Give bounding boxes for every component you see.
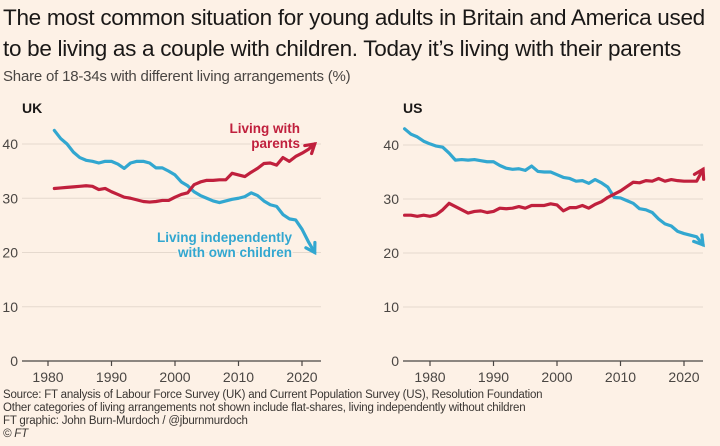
credit-note: FT graphic: John Burn-Murdoch / @jburnmu… xyxy=(3,415,248,427)
copyright: © FT xyxy=(3,428,28,440)
y-tick-label: 20 xyxy=(383,245,399,261)
series-line-independent xyxy=(403,127,705,247)
y-tick-label: 10 xyxy=(2,299,18,315)
arrow-head-independent xyxy=(304,240,317,256)
x-tick-label: 1980 xyxy=(414,369,445,385)
series-label: Living with xyxy=(230,121,301,136)
arrow-head-parents xyxy=(303,142,318,156)
x-tick-label: 2020 xyxy=(668,369,699,385)
arrow-head-independent xyxy=(692,233,705,248)
x-tick-label: 1990 xyxy=(96,369,127,385)
panel-title: US xyxy=(403,100,422,116)
y-tick-label: 10 xyxy=(383,299,399,315)
chart-title: The most common situation for young adul… xyxy=(3,5,705,61)
us-panel: US 0 10 20 30 40 1980 1990 2000 2010 2020 xyxy=(383,100,706,385)
y-tick-label: 0 xyxy=(10,353,18,369)
y-tick-label: 40 xyxy=(2,136,18,152)
chart-subtitle: Share of 18-34s with different living ar… xyxy=(3,68,351,85)
x-tick-label: 2010 xyxy=(223,369,254,385)
y-tick-label: 30 xyxy=(2,190,18,206)
series-line-parents xyxy=(403,167,705,218)
series-line-parents xyxy=(52,142,317,204)
x-tick-label: 2010 xyxy=(605,369,636,385)
y-tick-label: 30 xyxy=(383,191,399,207)
series-label: Living independently xyxy=(157,230,292,245)
series-label: with own children xyxy=(177,245,292,260)
source-note: Source: FT analysis of Labour Force Surv… xyxy=(3,389,543,401)
x-tick-label: 2020 xyxy=(286,369,317,385)
uk-panel: UK 0 10 20 30 40 1980 1990 2000 2010 2020 Living wi… xyxy=(2,100,321,385)
arrow-head-parents xyxy=(692,166,706,181)
x-tick-label: 1990 xyxy=(478,369,509,385)
x-tick-label: 1980 xyxy=(32,369,63,385)
series-label: parents xyxy=(251,136,300,151)
footer: Source: FT analysis of Labour Force Surv… xyxy=(3,389,543,441)
series-line-independent xyxy=(52,128,317,255)
x-tick-label: 2000 xyxy=(159,369,190,385)
y-tick-label: 20 xyxy=(2,245,18,261)
categories-note: Other categories of living arrangements … xyxy=(3,402,526,414)
panel-title: UK xyxy=(22,100,42,116)
y-tick-label: 40 xyxy=(383,137,399,153)
y-tick-label: 0 xyxy=(391,353,399,369)
x-tick-label: 2000 xyxy=(541,369,572,385)
